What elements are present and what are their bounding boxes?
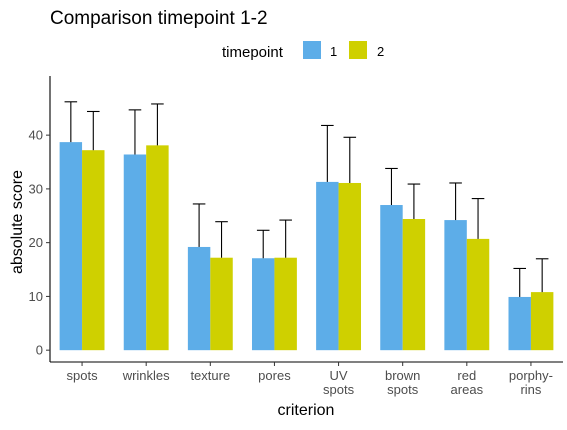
x-tick-label: pores	[258, 368, 291, 383]
y-tick-label: 40	[29, 128, 43, 143]
bar-2	[146, 145, 169, 351]
bar-2	[402, 219, 426, 351]
bar-2	[82, 150, 105, 351]
legend-title: timepoint	[222, 44, 284, 61]
bar-1	[508, 296, 531, 351]
bar-2	[530, 292, 554, 351]
plot-area: 0 10 20 30 40 spots wrinkles texture pores UV spot…	[29, 76, 563, 397]
legend-label-timepoint-1: 1	[330, 44, 337, 59]
bar-2	[210, 257, 233, 351]
legend: timepoint 1 2	[222, 41, 384, 61]
legend-swatch-timepoint-2	[349, 41, 367, 59]
x-tick-label: wrinkles	[122, 368, 170, 383]
bar-1	[444, 220, 467, 351]
y-tick-label: 30	[29, 181, 43, 196]
bar-2	[338, 182, 362, 351]
bar-1	[251, 258, 275, 351]
bar-1	[59, 142, 83, 351]
chart-title: Comparison timepoint 1-2	[50, 8, 268, 29]
y-tick-label: 0	[36, 343, 43, 358]
bar-2	[466, 238, 490, 351]
x-tick-label: porphy-rins	[509, 368, 553, 397]
x-axis-label: criterion	[278, 402, 335, 419]
y-tick-label: 20	[29, 235, 43, 250]
x-tick-label: brown spots	[385, 368, 420, 397]
x-tick-label: spots	[67, 368, 99, 383]
legend-swatch-timepoint-1	[303, 41, 321, 59]
bar-2	[274, 257, 297, 351]
y-axis-label: absolute score	[9, 170, 26, 274]
bar-1	[123, 154, 147, 351]
x-tick-label: UV spots	[323, 368, 355, 397]
bar-1	[316, 181, 339, 351]
x-tick-label: red areas	[451, 368, 484, 397]
bar-1	[187, 246, 211, 351]
x-tick-label: texture	[190, 368, 230, 383]
bar-1	[380, 205, 403, 351]
legend-label-timepoint-2: 2	[377, 44, 384, 59]
y-tick-label: 10	[29, 289, 43, 304]
